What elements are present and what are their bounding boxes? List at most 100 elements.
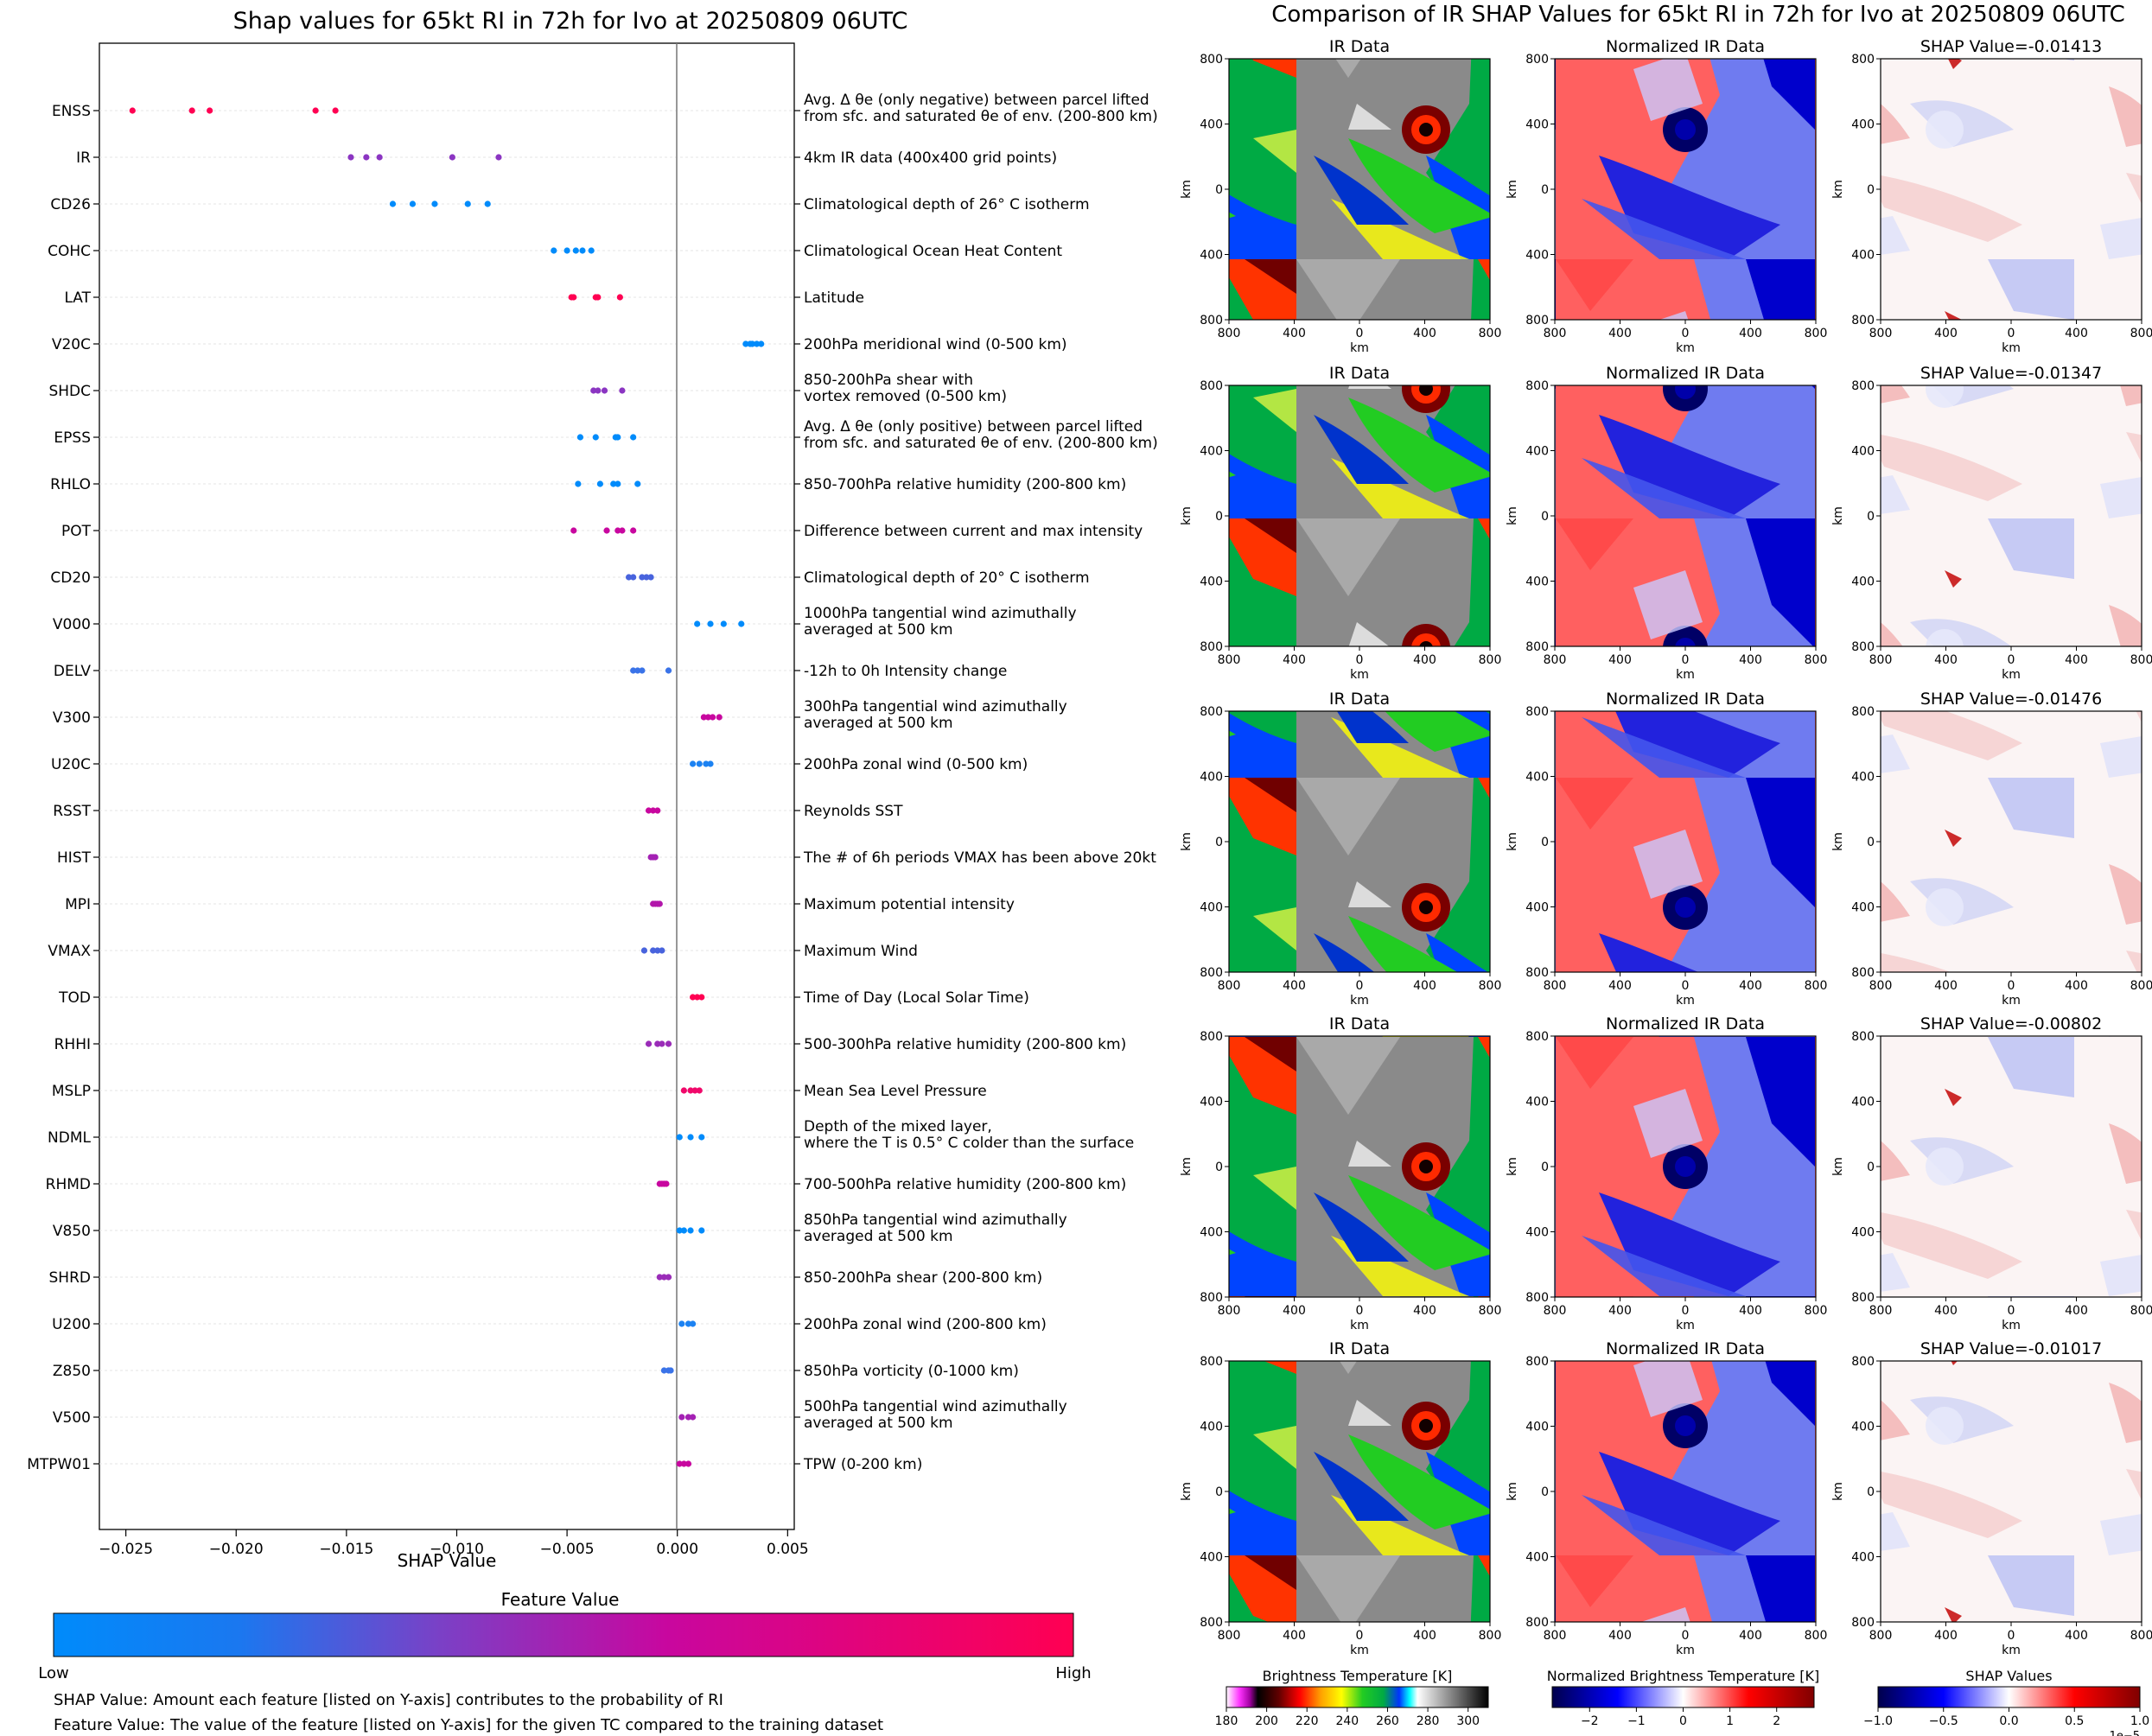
note-feature-value: Feature Value: The value of the feature … xyxy=(54,1716,883,1734)
colorbar-tick-label: 280 xyxy=(1417,1714,1440,1728)
shap-point xyxy=(601,387,608,394)
feature-label: RHLO xyxy=(50,476,91,493)
shap-point xyxy=(347,154,354,161)
colorbar-tick-label: −2 xyxy=(1581,1714,1599,1728)
panel-x-tick-label: 400 xyxy=(1413,653,1436,667)
panel-y-tick-label: 800 xyxy=(1525,705,1549,719)
feature-description: 200hPa meridional wind (0-500 km) xyxy=(804,336,1067,353)
shap-point xyxy=(665,1040,672,1047)
panel-x-tick-label: 400 xyxy=(2065,327,2088,340)
shap-point xyxy=(312,107,319,114)
shap-point xyxy=(696,760,703,767)
panel-x-tick-label: 0 xyxy=(2008,1629,2015,1643)
colorbar-tick-label: 300 xyxy=(1456,1714,1480,1728)
shap-point xyxy=(689,1320,697,1327)
feature-description: Avg. Δ θe (only negative) between parcel… xyxy=(804,92,1149,109)
shap-point xyxy=(619,527,626,534)
shap-point xyxy=(707,760,714,767)
feature-label: V300 xyxy=(53,709,91,727)
feature-label: CD26 xyxy=(50,196,91,213)
ir-colorbars: Brightness Temperature [K] 180 200 220 240 26… xyxy=(1215,1668,2150,1736)
feature-value-colorbar xyxy=(53,1612,1074,1657)
shap-point xyxy=(592,434,599,441)
panel-image xyxy=(1881,385,2142,646)
panel-y-label: km xyxy=(1506,1157,1519,1176)
shap-point xyxy=(678,1414,685,1421)
panel-y-label: km xyxy=(1506,180,1519,199)
colorbar-exponent: 1e−5 xyxy=(2110,1730,2140,1736)
colorbar-high-label: High xyxy=(1055,1664,1091,1682)
shap-point xyxy=(579,247,586,254)
panel-title: Normalized IR Data xyxy=(1606,364,1765,383)
shap-point xyxy=(748,340,756,347)
shap-point xyxy=(588,247,595,254)
x-tick-label: 0.000 xyxy=(656,1541,698,1558)
panel-x-tick-label: 800 xyxy=(1218,327,1241,340)
shap-point xyxy=(389,200,397,207)
shap-point xyxy=(676,1227,683,1234)
ir-data-panel: IR Data 800 400 0 400 800 km 800 400 0 400 800 km xyxy=(1180,364,1501,682)
feature-label: V20C xyxy=(52,336,91,353)
panel-x-tick-label: 0 xyxy=(1682,1629,1690,1643)
shap-point xyxy=(188,107,195,114)
colorbar-tick-label: 240 xyxy=(1335,1714,1359,1728)
panel-x-tick-label: 400 xyxy=(1283,1304,1306,1318)
feature-label: RSST xyxy=(53,803,91,820)
panel-x-label: km xyxy=(1350,1319,1369,1332)
panel-y-tick-label: 800 xyxy=(1200,705,1223,719)
shap-point xyxy=(129,107,136,114)
feature-description: where the T is 0.5° C colder than the su… xyxy=(804,1135,1134,1152)
panel-x-label: km xyxy=(2002,1644,2021,1657)
shap-point xyxy=(645,1040,653,1047)
normalized-ir-panel: Normalized IR Data 800 400 0 400 800 km 800 400 0… xyxy=(1506,1014,1827,1332)
colorbar-low-label: Low xyxy=(38,1664,68,1682)
shap-point xyxy=(363,154,370,161)
panel-title: SHAP Value=-0.01017 xyxy=(1920,1339,2102,1358)
shap-point xyxy=(709,714,716,721)
feature-label: LAT xyxy=(64,289,91,307)
colorbar-tick-label: 0.5 xyxy=(2065,1714,2084,1728)
ir-colorbar: SHAP Values −1.0 −0.5 0.0 0.5 1.0 1e−5 xyxy=(1863,1668,2149,1736)
shap-point xyxy=(630,527,637,534)
panel-y-tick-label: 800 xyxy=(1851,1616,1875,1630)
panel-x-label: km xyxy=(1350,341,1369,355)
x-tick-label: 0.005 xyxy=(767,1541,809,1558)
panel-y-tick-label: 800 xyxy=(1851,640,1875,654)
colorbar-title: Feature Value xyxy=(501,1589,620,1610)
shap-point xyxy=(680,1227,687,1234)
panel-title: IR Data xyxy=(1329,1014,1390,1033)
feature-label: Z850 xyxy=(53,1363,91,1380)
shap-point xyxy=(409,200,417,207)
panel-x-tick-label: 800 xyxy=(1479,979,1502,993)
shap-point xyxy=(660,1367,668,1374)
panel-y-tick-label: 400 xyxy=(1851,1421,1875,1434)
shap-point xyxy=(676,1460,683,1467)
panel-y-label: km xyxy=(1180,1482,1194,1501)
panel-x-tick-label: 400 xyxy=(1934,1629,1958,1643)
shap-point xyxy=(634,480,641,487)
panel-y-label: km xyxy=(1180,180,1194,199)
feature-label: MSLP xyxy=(52,1083,91,1100)
panel-y-tick-label: 800 xyxy=(1525,314,1549,327)
panel-image xyxy=(1229,385,1490,646)
shap-point xyxy=(640,947,648,954)
panel-y-tick-label: 400 xyxy=(1200,1551,1223,1565)
panel-x-label: km xyxy=(1676,994,1695,1008)
panel-x-tick-label: 0 xyxy=(1682,327,1690,340)
shap-point xyxy=(689,994,697,1001)
panel-x-tick-label: 400 xyxy=(1934,327,1958,340)
feature-description: TPW (0-200 km) xyxy=(803,1456,922,1473)
feature-label: U20C xyxy=(51,756,91,773)
panel-x-tick-label: 800 xyxy=(2130,1304,2152,1318)
shap-point xyxy=(687,1087,694,1094)
shap-point xyxy=(704,714,712,721)
feature-label: HIST xyxy=(57,849,92,867)
shap-point xyxy=(687,1134,694,1141)
shap-point xyxy=(614,480,621,487)
panel-title: IR Data xyxy=(1329,690,1390,709)
panel-y-tick-label: 800 xyxy=(1525,966,1549,980)
panel-y-label: km xyxy=(1831,180,1845,199)
data-points xyxy=(129,107,765,1467)
shap-point xyxy=(738,620,745,627)
panel-y-tick-label: 0 xyxy=(1867,1161,1875,1174)
